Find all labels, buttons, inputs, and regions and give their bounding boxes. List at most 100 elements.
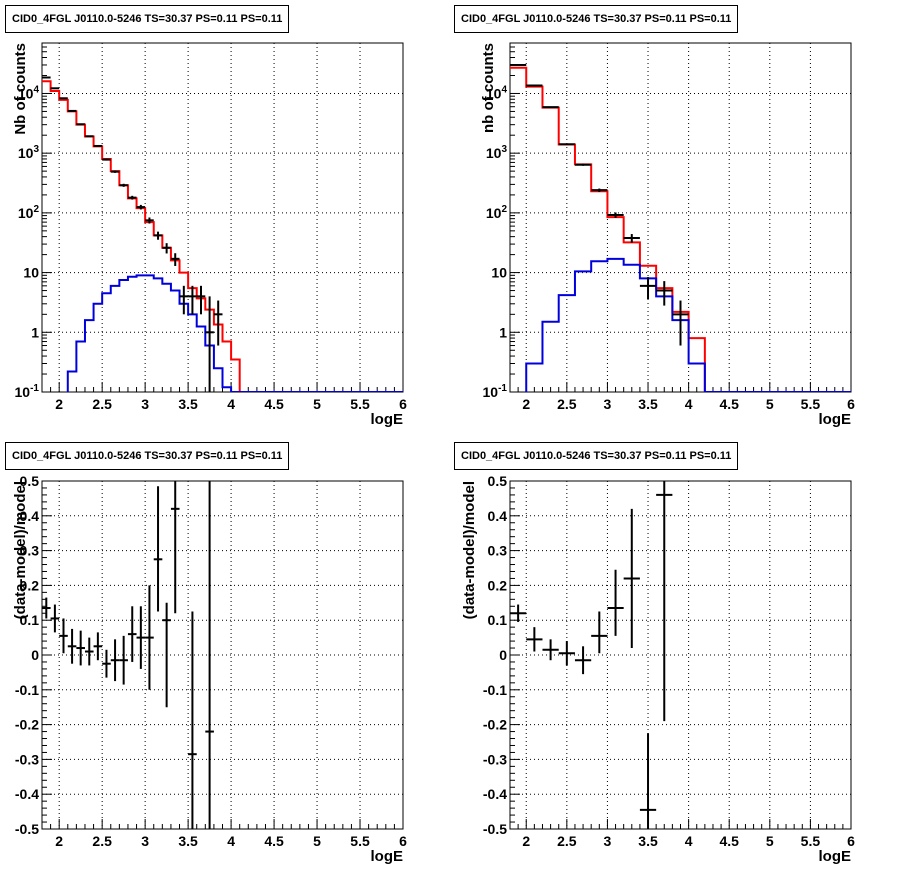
data-point [179,285,189,315]
y-tick-label: -0.5 [15,821,39,837]
y-tick-label: 10 [491,265,507,281]
x-axis-ticks [509,819,852,829]
data-point [102,649,111,678]
grid [42,480,404,830]
x-tick-label: 3.5 [178,396,198,412]
data-point [526,627,543,652]
y-tick-label: 1 [31,324,39,340]
y-axis-ticks [510,480,520,830]
data-point [127,195,137,200]
data-point [607,569,624,636]
data-point [76,630,85,666]
x-tick-label: 2 [55,833,63,849]
residual-pad-right: CID0_4FGL J0110.0-5246 TS=30.37 PS=0.11 … [449,437,898,875]
y-axis-label: nb of counts [480,43,497,133]
data-point [67,628,77,664]
data-point [42,597,51,619]
x-tick-label: 4.5 [719,833,739,849]
y-tick-label: 0.1 [488,612,508,628]
x-tick-label: 4 [685,396,693,412]
y-tick-label: 103 [486,144,508,161]
y-tick-label: 104 [18,84,40,101]
x-axis-label: logE [819,848,852,865]
data-point [59,97,68,100]
y-tick-label: 102 [486,204,508,221]
x-tick-label: 3 [604,396,612,412]
x-axis-ticks [41,819,404,829]
data-point [656,481,673,722]
data-point [136,204,146,210]
counts-pad-left: CID0_4FGL J0110.0-5246 TS=30.37 PS=0.11 … [0,0,449,437]
data-point [574,646,592,675]
x-tick-label: 3.5 [638,396,658,412]
x-tick-label: 5.5 [801,396,821,412]
counts-pad-right: CID0_4FGL J0110.0-5246 TS=30.37 PS=0.11 … [449,0,898,437]
data-point [639,733,657,829]
y-tick-label: -0.4 [15,786,39,802]
plot-area [510,63,851,392]
y-tick-label: 0.4 [20,508,40,524]
x-tick-label: 4.5 [264,396,284,412]
x-tick-label: 2.5 [92,833,112,849]
y-tick-label: 0.5 [488,473,508,489]
data-point [213,300,223,346]
x-tick-label: 2 [55,396,63,412]
plot-area [42,481,214,829]
data-point [591,188,608,192]
x-axis-label: logE [371,411,404,428]
data-point [205,481,214,829]
y-tick-label: -0.1 [483,682,507,698]
x-axis-ticks [41,382,404,392]
y-tick-label: -0.4 [483,786,507,802]
pad-title: CID0_4FGL J0110.0-5246 TS=30.37 PS=0.11 … [454,442,739,470]
data-point [84,637,94,666]
data-point [170,253,180,266]
data-point [93,144,103,147]
x-axis-label: logE [819,411,852,428]
x-axis-label: logE [371,848,404,865]
data-point [93,632,103,661]
x-tick-label: 6 [399,396,407,412]
x-tick-label: 5.5 [350,396,370,412]
y-tick-label: 0.3 [488,543,508,559]
x-tick-label: 2.5 [557,396,577,412]
y-tick-label: 10-1 [15,383,40,400]
y-tick-label: 0 [499,647,507,663]
x-tick-label: 2 [522,833,530,849]
x-tick-label: 5 [766,833,774,849]
data-point [542,639,559,661]
counts-plot-left: 2 2.5 3 3.5 4 4.5 5 5.5 6 10-1 1 10 102 103 104 logE Nb … [12,42,407,428]
total-model-histogram [42,80,241,392]
y-tick-label: -0.2 [483,717,507,733]
grid [510,480,852,830]
data-point [656,281,673,306]
data-point [153,486,163,612]
data-point [162,602,171,708]
data-point [145,585,154,690]
data-point [145,217,154,224]
x-tick-label: 4 [227,833,235,849]
data-point [542,106,559,109]
x-tick-label: 5 [313,396,321,412]
data-point [607,212,624,218]
data-point [558,143,575,146]
data-point [153,231,163,240]
x-tick-label: 5 [313,833,321,849]
pad-title: CID0_4FGL J0110.0-5246 TS=30.37 PS=0.11 … [454,5,739,33]
total-model-histogram [510,66,706,392]
data-point [102,158,111,161]
y-axis-label: (data-model)/model [12,481,29,619]
data-point [110,639,120,682]
plot-frame [509,480,852,830]
data-point [50,604,60,633]
y-tick-label: -0.3 [483,751,507,767]
data-point [591,611,608,654]
grid [510,43,852,393]
x-axis-ticks [509,382,852,392]
data-point [127,606,137,662]
data-point [76,123,85,126]
x-tick-label: 4.5 [719,396,739,412]
data-point [510,604,527,622]
plot-area [510,481,673,829]
data-point [84,135,94,138]
